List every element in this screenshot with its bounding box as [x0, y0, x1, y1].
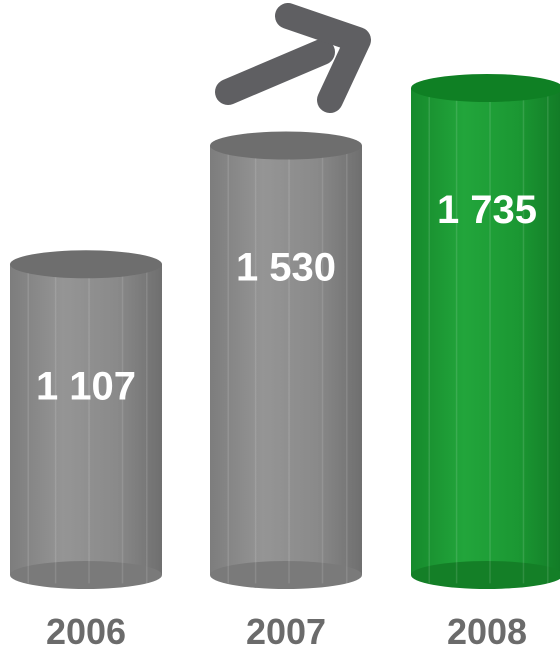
category-labels-group: 2006 2007 2008 — [46, 611, 527, 650]
category-label-2008: 2008 — [447, 611, 527, 650]
value-label-2007: 1 530 — [236, 246, 336, 290]
trend-arrow-icon — [228, 16, 358, 100]
bar-2007 — [210, 132, 362, 589]
bar-2008 — [411, 74, 560, 589]
value-label-2008: 1 735 — [437, 188, 537, 232]
value-label-2006: 1 107 — [36, 364, 136, 408]
category-label-2007: 2007 — [246, 611, 326, 650]
category-label-2006: 2006 — [46, 611, 126, 650]
bars-group — [10, 74, 560, 589]
bar-2006 — [10, 250, 162, 589]
